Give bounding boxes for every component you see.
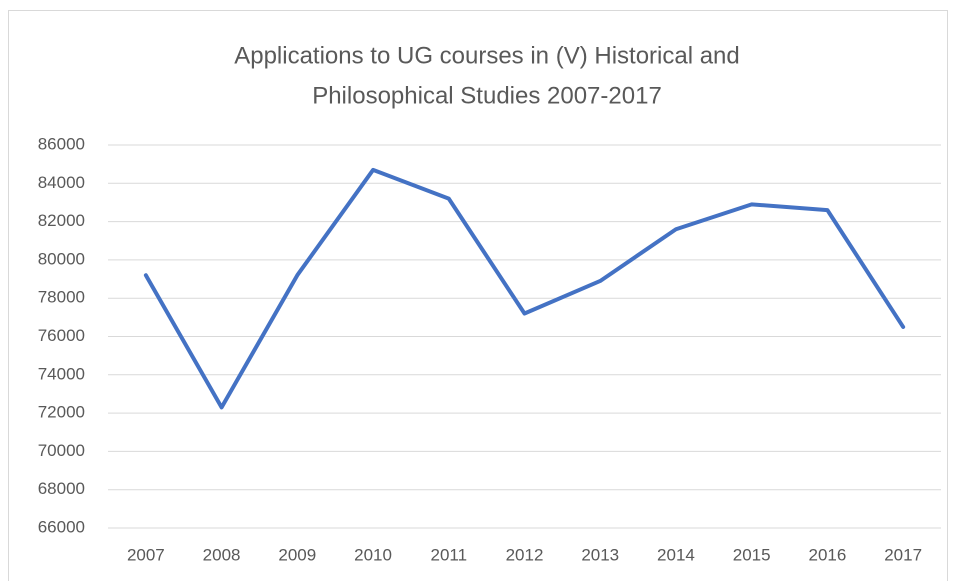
y-tick-label: 74000 xyxy=(38,364,85,383)
y-tick-label: 72000 xyxy=(38,403,85,422)
y-tick-label: 82000 xyxy=(38,211,85,230)
data-line xyxy=(143,167,906,410)
chart-border xyxy=(8,10,948,581)
x-tick-label: 2007 xyxy=(127,545,165,564)
y-tick-label: 84000 xyxy=(38,173,85,192)
y-tick-label: 70000 xyxy=(38,441,85,460)
x-tick-label: 2012 xyxy=(506,545,544,564)
x-tick-label: 2014 xyxy=(657,545,695,564)
y-tick-label: 66000 xyxy=(38,517,85,536)
x-tick-label: 2016 xyxy=(808,545,846,564)
y-tick-label: 78000 xyxy=(38,288,85,307)
y-tick-label: 86000 xyxy=(38,134,85,153)
y-tick-label: 80000 xyxy=(38,249,85,268)
x-tick-label: 2013 xyxy=(581,545,619,564)
chart-title: Applications to UG courses in (V) Histor… xyxy=(234,42,740,69)
y-tick-label: 68000 xyxy=(38,479,85,498)
x-tick-label: 2015 xyxy=(733,545,771,564)
x-tick-label: 2017 xyxy=(884,545,922,564)
chart-title: Philosophical Studies 2007-2017 xyxy=(312,82,662,109)
x-tick-label: 2008 xyxy=(203,545,241,564)
x-tick-label: 2009 xyxy=(278,545,316,564)
x-tick-label: 2011 xyxy=(430,545,467,564)
y-tick-label: 76000 xyxy=(38,326,85,345)
x-tick-label: 2010 xyxy=(354,545,392,564)
